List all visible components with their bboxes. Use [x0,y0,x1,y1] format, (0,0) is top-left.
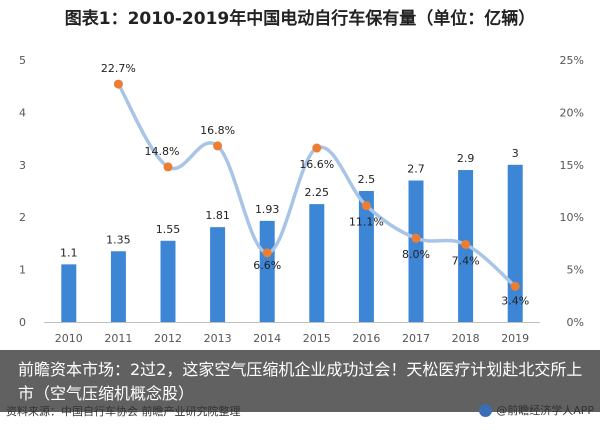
bar [309,204,325,322]
x-axis: 2010 2011 2012 2013 2014 2015 2016 2017 2018 2019 [44,322,540,345]
source-text: 资料来源：中国自行车协会 前瞻产业研究院整理 [6,405,241,418]
brand-logo-icon [479,403,493,417]
bar-value-label: 2.9 [457,152,475,165]
growth-point [113,79,123,89]
y-left-tick-label: 0 [19,316,26,329]
bar-value-label: 1.93 [255,203,280,216]
y-axis-right: 0% 5% 10% 15% 20% 25% [560,54,584,329]
growth-value-label: 14.8% [145,145,180,158]
growth-line [116,82,517,289]
growth-point [361,201,371,211]
x-tick-label: 2012 [154,332,182,345]
growth-point [262,248,272,258]
x-tick-label: 2016 [352,332,380,345]
growth-value-label: 8.0% [402,248,430,261]
growth-value-label: 6.6% [253,259,281,272]
y-left-tick-label: 1 [19,264,26,277]
x-tick-label: 2018 [452,332,480,345]
brand: @前瞻经济学人APP [479,402,594,418]
y-left-tick-label: 5 [19,54,26,67]
growth-line-series: 22.7% 14.8% 16.8% 6.6% 16.6% 11.1% 8.0% 7.4% 3.4… [101,62,529,307]
bar-value-label: 1.1 [60,246,78,259]
y-left-tick-label: 4 [19,106,26,119]
bar [110,251,126,322]
growth-value-label: 7.4% [452,254,480,267]
growth-value-label: 3.4% [501,294,529,307]
y-left-tick-label: 2 [19,211,26,224]
growth-point [411,233,421,243]
growth-value-label: 16.6% [299,158,334,171]
growth-value-label: 22.7% [101,62,136,75]
bar [358,191,374,322]
y-right-tick-label: 20% [560,106,584,119]
bar-value-label: 2.25 [305,186,330,199]
bar-value-label: 2.5 [358,173,376,186]
chart-title: 图表1：2010-2019年中国电动自行车保有量（单位：亿辆） [65,8,536,29]
x-tick-label: 2017 [402,332,430,345]
x-tick-label: 2013 [204,332,232,345]
growth-point [163,162,173,172]
bar-value-label: 1.81 [205,209,230,222]
bar-value-label: 3 [512,147,519,160]
growth-point [312,143,322,153]
y-right-tick-label: 5% [567,264,584,277]
growth-value-label: 11.1% [349,216,384,229]
bar-value-label: 2.7 [407,163,425,176]
bar [259,220,275,322]
bar-value-label: 1.35 [106,233,131,246]
x-tick-label: 2011 [104,332,132,345]
x-tick-label: 2015 [303,332,331,345]
bar-series: 1.1 1.35 1.55 1.81 1.93 2.25 2.5 2.7 2.9 3 [60,147,523,322]
bar-value-label: 1.55 [156,223,181,236]
growth-point [213,141,223,151]
y-axis-left: 0 1 2 3 4 5 [19,54,26,329]
headline-overlay[interactable]: 前瞻资本市场：2过2，这家空气压缩机企业成功过会！天松医疗计划赴北交所上市（空气… [0,350,600,412]
growth-value-label: 16.8% [200,124,235,137]
growth-point [461,239,471,249]
footer: 资料来源：中国自行车协会 前瞻产业研究院整理 @前瞻经济学人APP [0,397,600,423]
bar [408,180,424,322]
y-right-tick-label: 15% [560,159,584,172]
headline-text[interactable]: 前瞻资本市场：2过2，这家空气压缩机企业成功过会！天松医疗计划赴北交所上市（空气… [18,360,583,403]
y-right-tick-label: 25% [560,54,584,67]
x-tick-label: 2019 [501,332,529,345]
y-left-tick-label: 3 [19,159,26,172]
x-tick-label: 2010 [55,332,83,345]
bar [61,264,77,322]
y-right-tick-label: 0% [567,316,584,329]
brand-text: @前瞻经济学人APP [496,404,594,417]
bar [160,240,176,322]
y-right-tick-label: 10% [560,211,584,224]
bar [210,227,226,322]
x-tick-label: 2014 [253,332,281,345]
growth-point [510,281,520,291]
